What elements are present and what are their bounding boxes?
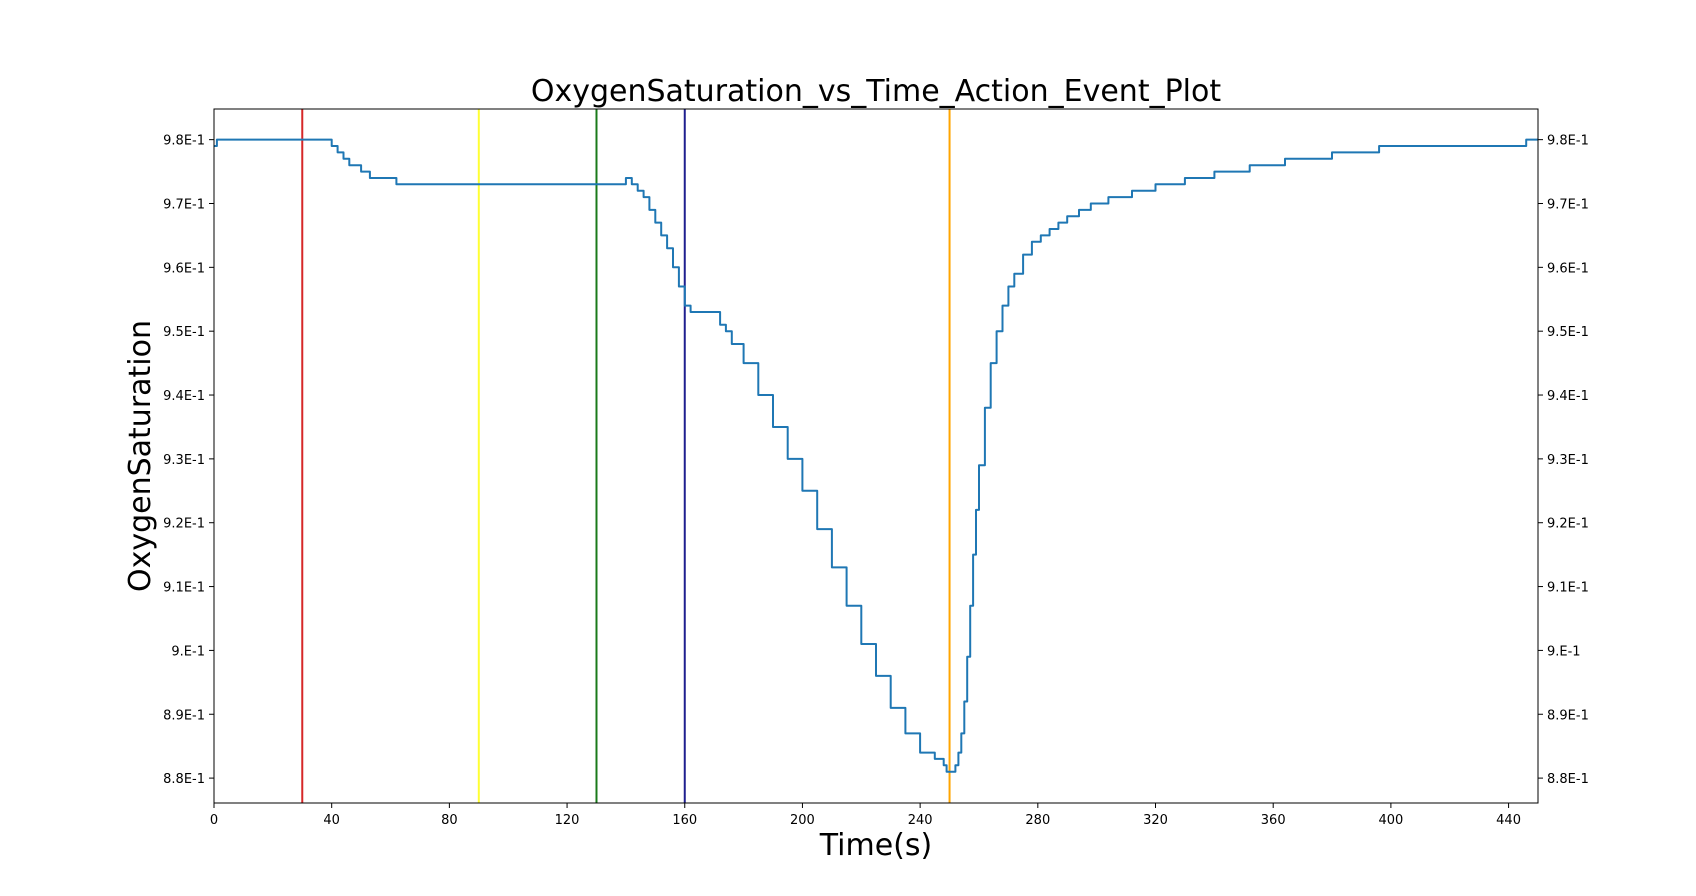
y-tick-label-left: 9.2E-1 [163, 517, 205, 532]
y-tick-label-right: 8.8E-1 [1547, 772, 1589, 787]
x-tick-label: 320 [1143, 813, 1168, 828]
event-lines [301, 109, 951, 803]
y-tick-label-right: 9.5E-1 [1547, 325, 1589, 340]
y-tick-label-right: 9.3E-1 [1547, 453, 1589, 468]
x-tick-label: 80 [441, 813, 458, 828]
series-line-1 [214, 138, 1538, 773]
y-tick-label-left: 8.8E-1 [163, 772, 205, 787]
y-tick-label-left: 9.7E-1 [163, 197, 205, 212]
y-tick-label-left: 9.4E-1 [163, 389, 205, 404]
y-tick-label-left: 9.6E-1 [163, 261, 205, 276]
x-tick-label: 280 [1025, 813, 1050, 828]
x-tick-label: 200 [790, 813, 815, 828]
y-tick-label-right: 9.E-1 [1547, 644, 1581, 659]
y-tick-label-right: 9.1E-1 [1547, 581, 1589, 596]
x-tick-label: 0 [210, 813, 218, 828]
y-axis-ticks-left: 8.8E-1 8.9E-1 9.E-1 9.1E-1 9.2E-1 9.3E-1 9.4E-… [163, 134, 214, 787]
y-tick-label-left: 9.1E-1 [163, 581, 205, 596]
y-tick-label-right: 9.4E-1 [1547, 389, 1589, 404]
x-tick-label: 440 [1496, 813, 1521, 828]
plot-frame [213, 108, 1539, 804]
x-tick-label: 400 [1378, 813, 1403, 828]
y-tick-label-right: 9.8E-1 [1547, 134, 1589, 149]
x-tick-label: 40 [323, 813, 340, 828]
y-axis-label: OxygenSaturation [123, 320, 158, 592]
y-tick-label-right: 9.7E-1 [1547, 197, 1589, 212]
y-tick-label-right: 9.6E-1 [1547, 261, 1589, 276]
y-tick-label-left: 9.5E-1 [163, 325, 205, 340]
y-tick-label-left: 9.E-1 [171, 644, 205, 659]
chart-title: OxygenSaturation_vs_Time_Action_Event_Pl… [531, 74, 1222, 109]
y-tick-label-right: 8.9E-1 [1547, 708, 1589, 723]
y-tick-label-left: 8.9E-1 [163, 708, 205, 723]
x-tick-label: 360 [1261, 813, 1286, 828]
x-axis-label: Time(s) [819, 828, 932, 863]
x-tick-label: 160 [672, 813, 697, 828]
y-tick-label-left: 9.8E-1 [163, 134, 205, 149]
series-layer [214, 138, 1538, 773]
y-tick-label-left: 9.3E-1 [163, 453, 205, 468]
y-axis-ticks-right: 8.8E-1 8.9E-1 9.E-1 9.1E-1 9.2E-1 9.3E-1 9.4E-… [1538, 134, 1589, 787]
y-tick-label-right: 9.2E-1 [1547, 517, 1589, 532]
x-tick-label: 120 [555, 813, 580, 828]
x-axis-ticks: 0 40 80 120 160 200 240 280 320 360 400 440 [210, 803, 1521, 828]
x-tick-label: 240 [908, 813, 933, 828]
